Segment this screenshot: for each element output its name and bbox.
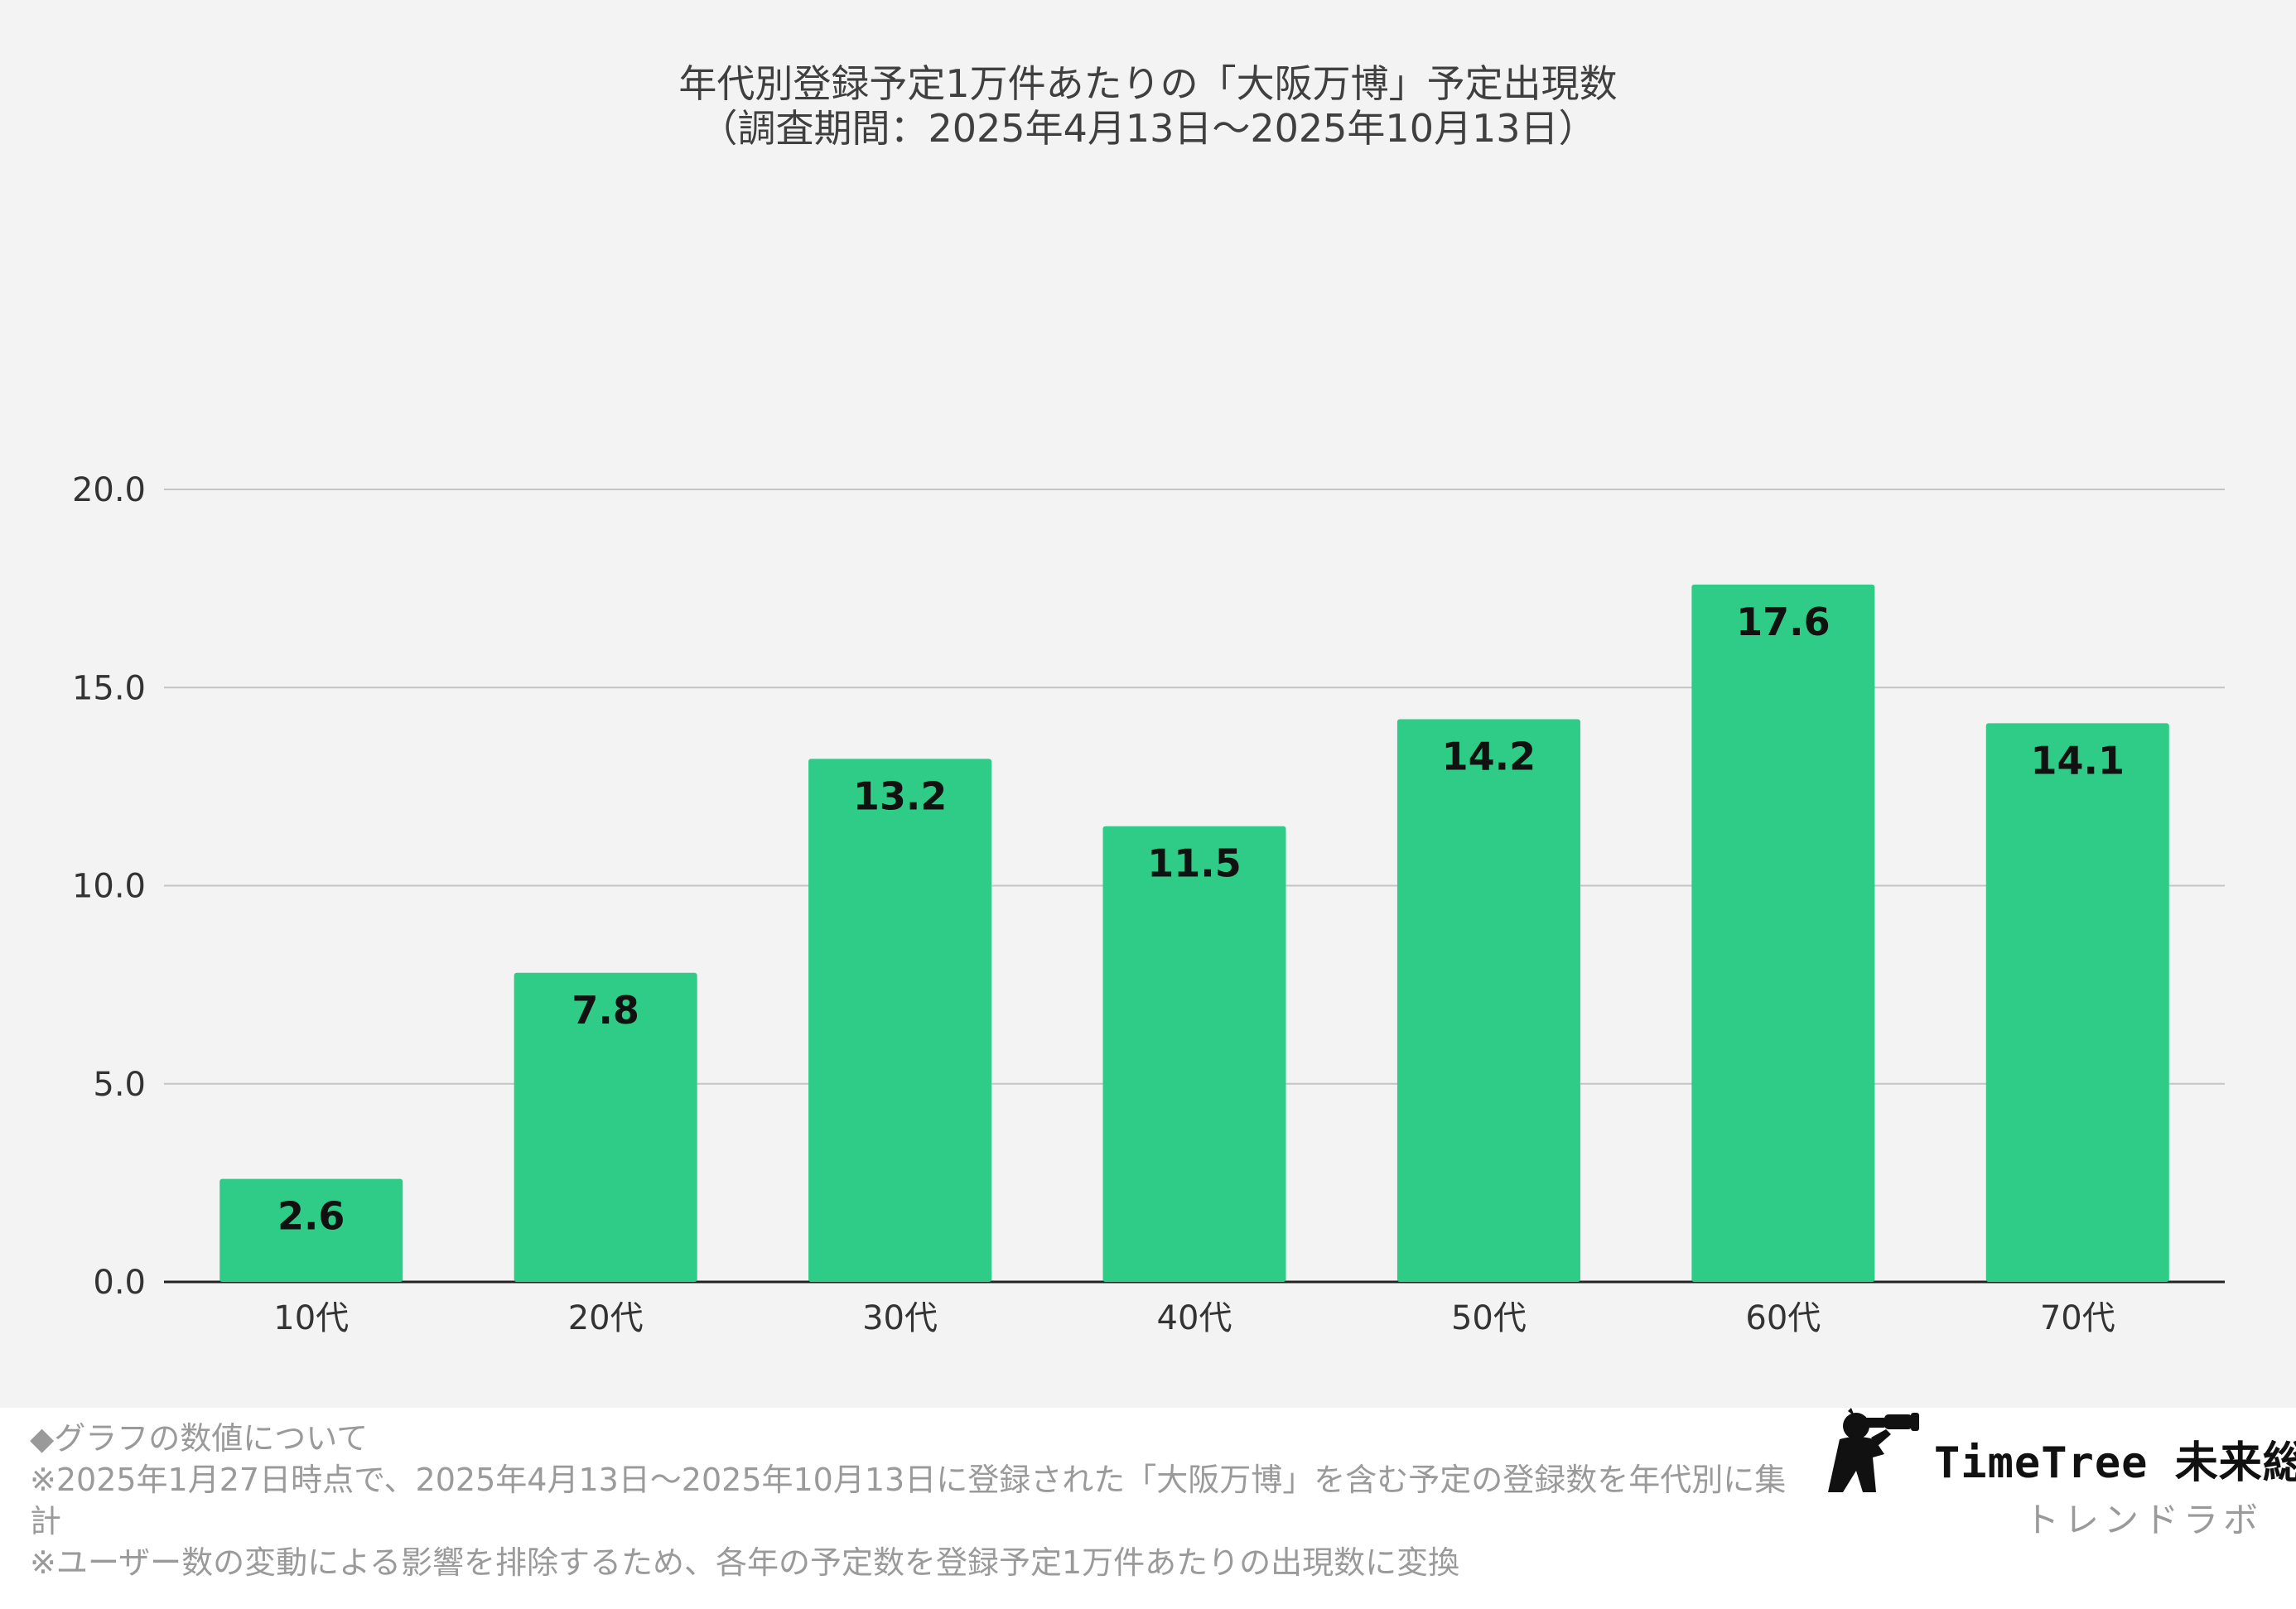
- chart-title-line-1: 年代別登録予定1万件あたりの「大阪万博」予定出現数: [678, 61, 1618, 106]
- bar-value-label: 14.1: [2031, 738, 2125, 783]
- bar: [1985, 723, 2169, 1282]
- binoculars-person-icon: [1828, 1408, 1919, 1492]
- x-tick-label: 10代: [273, 1299, 349, 1337]
- x-tick-label: 60代: [1745, 1299, 1821, 1337]
- footnote-heading: ◆グラフの数値について: [30, 1420, 369, 1457]
- bar-value-label: 17.6: [1736, 600, 1831, 644]
- brand-name: TimeTree 未来総研: [1934, 1438, 2296, 1488]
- x-tick-label: 40代: [1157, 1299, 1232, 1337]
- x-tick-label: 50代: [1451, 1299, 1527, 1337]
- bar-value-label: 13.2: [853, 773, 948, 818]
- bar: [514, 972, 697, 1282]
- bar: [1102, 826, 1286, 1282]
- bar: [1691, 584, 1875, 1282]
- bar-value-label: 7.8: [572, 988, 639, 1033]
- footnote-normalization: ※ユーザー数の変動による影響を排除するため、各年の予定数を登録予定1万件あたりの…: [30, 1544, 1460, 1581]
- footnote-aggregation: ※2025年1月27日時点で、2025年4月13日〜2025年10月13日に登録…: [30, 1462, 1787, 1539]
- x-tick-label: 20代: [568, 1299, 644, 1337]
- bar: [808, 759, 992, 1282]
- bar-value-label: 2.6: [277, 1194, 345, 1239]
- x-tick-label: 30代: [862, 1299, 938, 1337]
- bar-value-label: 11.5: [1147, 841, 1242, 886]
- bar: [219, 1178, 403, 1282]
- y-tick-label: 20.0: [72, 471, 146, 509]
- brand-subtitle: トレンドラボ: [2023, 1500, 2263, 1540]
- chart-title-line-2: （調査期間：2025年4月13日〜2025年10月13日）: [699, 106, 1597, 151]
- y-tick-label: 10.0: [72, 868, 146, 906]
- bar-value-label: 14.2: [1442, 735, 1536, 779]
- y-tick-label: 0.0: [93, 1264, 146, 1302]
- bar-chart: 0.0 5.0 10.0 15.0 20.0 2.6 10代 7.8 20代 13.2 30代 11.…: [72, 471, 2225, 1337]
- y-tick-label: 5.0: [93, 1066, 146, 1104]
- footnotes: ◆グラフの数値について ※2025年1月27日時点で、2025年4月13日〜20…: [30, 1418, 1811, 1583]
- y-tick-label: 15.0: [72, 669, 146, 707]
- chart-title: 年代別登録予定1万件あたりの「大阪万博」予定出現数 （調査期間：2025年4月1…: [0, 61, 2296, 151]
- x-tick-label: 70代: [2040, 1299, 2115, 1337]
- brand-logo: TimeTree 未来総研 トレンドラボ: [1818, 1406, 2296, 1547]
- bar: [1396, 719, 1580, 1282]
